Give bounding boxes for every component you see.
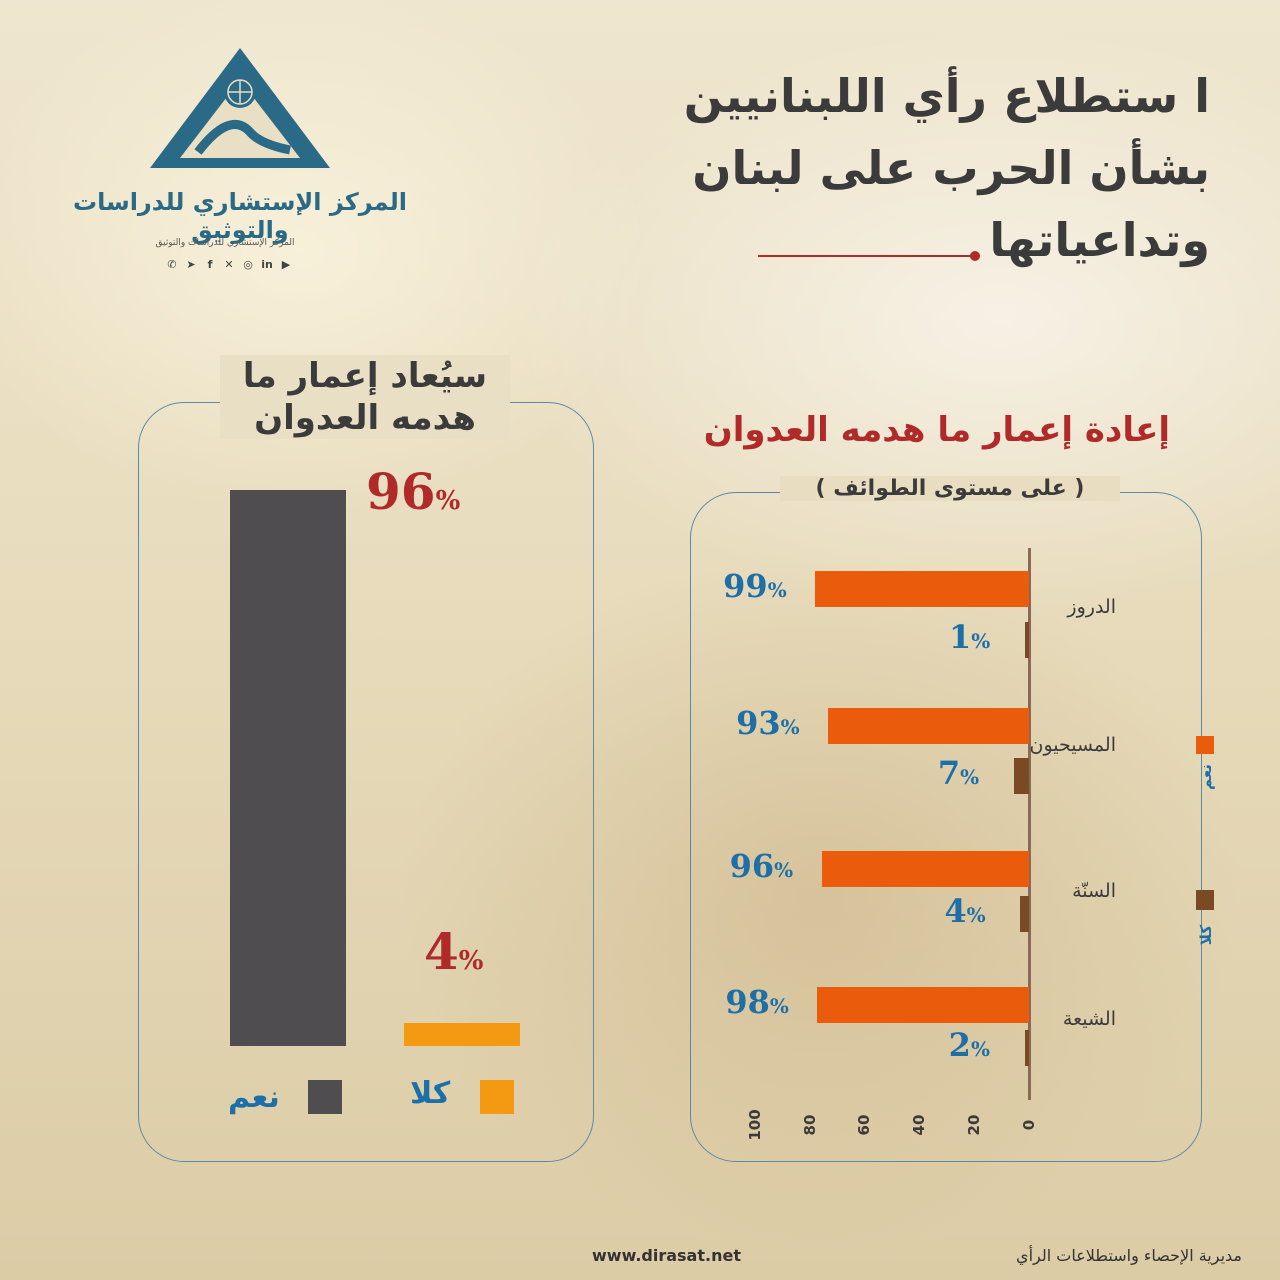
right-chart-panel	[690, 492, 1202, 1162]
title-dot	[970, 251, 980, 261]
right-chart-subtitle: ( على مستوى الطوائف )	[780, 476, 1120, 501]
x-icon[interactable]: ✕	[224, 258, 234, 271]
legend-no-label-right: كلا	[1197, 924, 1215, 946]
footer-department: مديرية الإحصاء واستطلاعات الرأي	[1016, 1246, 1242, 1265]
page-title: ا ستطلاع رأي اللبنانيين بشأن الحرب على ل…	[650, 60, 1210, 276]
left-chart-title: سيُعاد إعمار ما هدمه العدوان	[220, 355, 510, 439]
logo: المركز الإستشاري للدراسات والتوثيق المرك…	[70, 40, 410, 290]
y-axis-line	[1028, 548, 1031, 1100]
logo-name: المركز الإستشاري للدراسات والتوثيق	[72, 188, 408, 244]
title-underline	[758, 255, 974, 257]
instagram-icon[interactable]: ◎	[243, 258, 253, 271]
logo-subtitle: المركز الإستشاري للدراسات والتوثيق	[155, 238, 295, 248]
bar-yes-value-label: 96%	[366, 462, 461, 521]
whatsapp-icon[interactable]: ✆	[167, 258, 177, 271]
bar-no	[404, 1022, 520, 1046]
footer-website[interactable]: www.dirasat.net	[592, 1246, 741, 1265]
title-line-3: وتداعياتها	[989, 213, 1210, 267]
legend-yes-swatch-right	[1196, 736, 1214, 754]
title-line-1: ا ستطلاع رأي اللبنانيين	[683, 69, 1210, 123]
logo-emblem-icon	[150, 48, 330, 168]
legend-yes-swatch	[308, 1080, 342, 1114]
legend-no-swatch	[480, 1080, 514, 1114]
social-icons: ✆ ➤ f ✕ ◎ in ▶	[165, 258, 293, 272]
left-chart-title-line-2: هدمه العدوان	[254, 398, 476, 438]
bar-yes	[230, 490, 346, 1046]
left-chart-title-line-1: سيُعاد إعمار ما	[242, 356, 488, 396]
right-chart-title: إعادة إعمار ما هدمه العدوان	[703, 410, 1170, 450]
left-chart-area	[230, 490, 530, 1046]
title-line-2: بشأن الحرب على لبنان	[692, 141, 1210, 195]
legend-yes-label: نعم	[228, 1080, 280, 1115]
telegram-icon[interactable]: ➤	[186, 258, 196, 271]
bar-no-value-label: 4%	[424, 922, 484, 981]
youtube-icon[interactable]: ▶	[281, 258, 291, 271]
legend-yes-label-right: نعم	[1197, 764, 1215, 790]
linkedin-icon[interactable]: in	[261, 258, 273, 271]
legend-no-swatch-right	[1196, 890, 1214, 910]
facebook-icon[interactable]: f	[207, 258, 213, 271]
legend-no-label: كلا	[410, 1076, 451, 1111]
